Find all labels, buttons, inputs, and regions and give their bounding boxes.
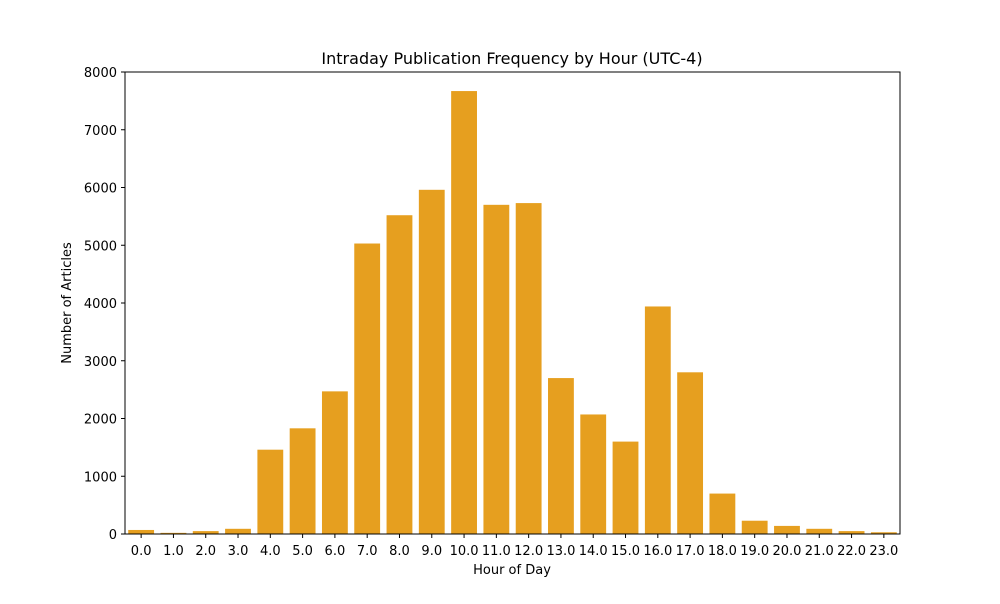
x-tick-label: 13.0 bbox=[546, 544, 575, 559]
bar-hour-22.0 bbox=[838, 531, 865, 534]
y-tick-label: 2000 bbox=[84, 413, 117, 428]
bar-hour-8.0 bbox=[386, 215, 413, 534]
bar-hour-1.0 bbox=[160, 532, 187, 534]
x-axis-label: Hour of Day bbox=[473, 563, 551, 578]
bar-hour-17.0 bbox=[677, 372, 704, 534]
x-tick-label: 19.0 bbox=[740, 544, 769, 559]
x-tick-label: 7.0 bbox=[357, 544, 378, 559]
x-tick-label: 17.0 bbox=[676, 544, 705, 559]
bar-hour-5.0 bbox=[289, 428, 316, 534]
bar-hour-19.0 bbox=[741, 520, 768, 534]
y-tick-label: 1000 bbox=[84, 470, 117, 485]
x-tick-label: 6.0 bbox=[325, 544, 346, 559]
y-axis-label: Number of Articles bbox=[60, 242, 75, 364]
y-tick-label: 7000 bbox=[84, 124, 117, 139]
y-tick-label: 6000 bbox=[84, 182, 117, 197]
x-tick-label: 20.0 bbox=[773, 544, 802, 559]
y-tick-label: 3000 bbox=[84, 355, 117, 370]
x-tick-label: 0.0 bbox=[131, 544, 152, 559]
x-tick-label: 2.0 bbox=[195, 544, 216, 559]
x-tick-label: 18.0 bbox=[708, 544, 737, 559]
y-axis-ticks: 0 1000 2000 3000 4000 5000 6000 7000 8000 bbox=[84, 66, 125, 543]
bar-hour-6.0 bbox=[321, 391, 348, 534]
bar-hour-13.0 bbox=[548, 378, 574, 534]
x-tick-label: 21.0 bbox=[805, 544, 834, 559]
x-tick-label: 8.0 bbox=[389, 544, 410, 559]
x-tick-label: 3.0 bbox=[228, 544, 249, 559]
y-tick-label: 0 bbox=[109, 528, 117, 543]
bar-hour-12.0 bbox=[515, 203, 542, 534]
bar-hour-2.0 bbox=[192, 531, 219, 534]
x-tick-label: 16.0 bbox=[643, 544, 672, 559]
bar-hour-15.0 bbox=[612, 441, 639, 534]
bar-hour-11.0 bbox=[483, 204, 510, 534]
bar-hour-14.0 bbox=[580, 414, 607, 534]
y-tick-label: 8000 bbox=[84, 66, 117, 81]
x-tick-label: 11.0 bbox=[482, 544, 511, 559]
y-tick-label: 5000 bbox=[84, 239, 117, 254]
bar-hour-7.0 bbox=[354, 243, 381, 534]
bars-group bbox=[128, 91, 897, 534]
x-tick-label: 23.0 bbox=[869, 544, 898, 559]
chart-title: Intraday Publication Frequency by Hour (… bbox=[321, 49, 702, 68]
bar-hour-23.0 bbox=[870, 532, 897, 534]
bar-hour-18.0 bbox=[709, 493, 736, 534]
bar-hour-3.0 bbox=[225, 528, 251, 534]
x-tick-label: 9.0 bbox=[421, 544, 442, 559]
bar-hour-20.0 bbox=[774, 525, 800, 534]
x-tick-label: 5.0 bbox=[292, 544, 313, 559]
plot-frame bbox=[124, 71, 901, 535]
x-tick-label: 1.0 bbox=[163, 544, 184, 559]
bar-hour-4.0 bbox=[257, 449, 284, 534]
x-tick-label: 12.0 bbox=[514, 544, 543, 559]
bar-hour-0.0 bbox=[128, 529, 155, 534]
x-tick-label: 10.0 bbox=[450, 544, 479, 559]
bar-hour-16.0 bbox=[644, 306, 671, 534]
x-tick-label: 14.0 bbox=[579, 544, 608, 559]
bar-hour-9.0 bbox=[418, 189, 445, 534]
y-tick-label: 4000 bbox=[84, 297, 117, 312]
x-tick-label: 22.0 bbox=[837, 544, 866, 559]
bar-hour-10.0 bbox=[451, 91, 477, 534]
x-tick-label: 4.0 bbox=[260, 544, 281, 559]
bar-hour-21.0 bbox=[806, 528, 833, 534]
x-axis-ticks: 0.0 1.0 2.0 3.0 4.0 5.0 6.0 7.0 8.0 9.0 10.0 11.0 12… bbox=[131, 534, 898, 559]
x-tick-label: 15.0 bbox=[611, 544, 640, 559]
